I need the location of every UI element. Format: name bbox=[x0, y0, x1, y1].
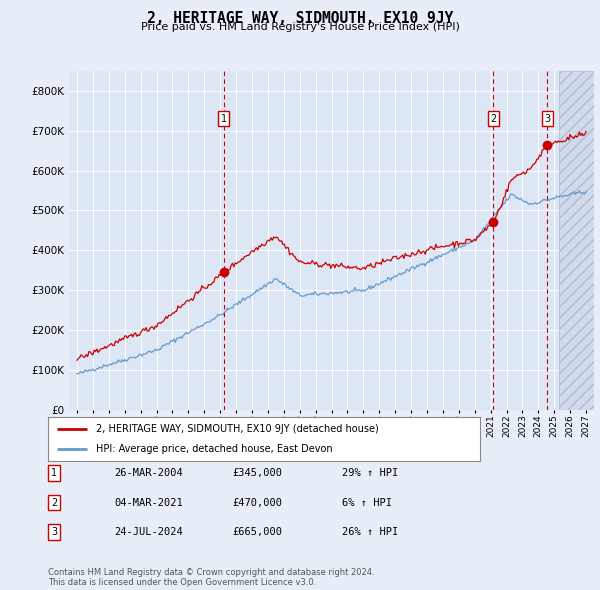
Text: 3: 3 bbox=[544, 114, 550, 124]
Text: 1: 1 bbox=[51, 468, 57, 478]
Text: £470,000: £470,000 bbox=[232, 498, 282, 507]
Text: £345,000: £345,000 bbox=[232, 468, 282, 478]
Text: Contains HM Land Registry data © Crown copyright and database right 2024.
This d: Contains HM Land Registry data © Crown c… bbox=[48, 568, 374, 587]
Text: 3: 3 bbox=[51, 527, 57, 537]
Bar bbox=[559, 71, 594, 410]
Text: £665,000: £665,000 bbox=[232, 527, 282, 537]
Text: 26% ↑ HPI: 26% ↑ HPI bbox=[342, 527, 398, 537]
Text: 2, HERITAGE WAY, SIDMOUTH, EX10 9JY: 2, HERITAGE WAY, SIDMOUTH, EX10 9JY bbox=[147, 11, 453, 25]
Text: 29% ↑ HPI: 29% ↑ HPI bbox=[342, 468, 398, 478]
Text: 26-MAR-2004: 26-MAR-2004 bbox=[114, 468, 183, 478]
Text: 2: 2 bbox=[490, 114, 496, 124]
Text: 1: 1 bbox=[221, 114, 227, 124]
Text: Price paid vs. HM Land Registry's House Price Index (HPI): Price paid vs. HM Land Registry's House … bbox=[140, 22, 460, 32]
Text: 24-JUL-2024: 24-JUL-2024 bbox=[114, 527, 183, 537]
Text: 6% ↑ HPI: 6% ↑ HPI bbox=[342, 498, 392, 507]
Text: 2, HERITAGE WAY, SIDMOUTH, EX10 9JY (detached house): 2, HERITAGE WAY, SIDMOUTH, EX10 9JY (det… bbox=[95, 424, 378, 434]
Text: 2: 2 bbox=[51, 498, 57, 507]
Text: 04-MAR-2021: 04-MAR-2021 bbox=[114, 498, 183, 507]
Text: HPI: Average price, detached house, East Devon: HPI: Average price, detached house, East… bbox=[95, 444, 332, 454]
